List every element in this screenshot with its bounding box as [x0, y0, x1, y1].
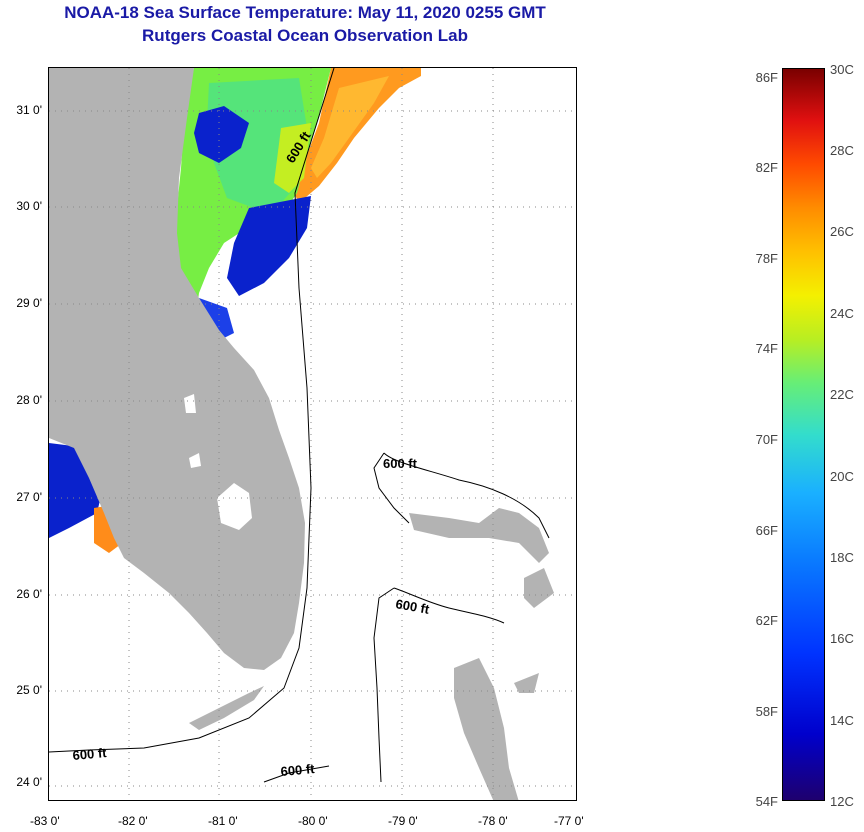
latitude-label: 25 0': [0, 683, 42, 697]
longitude-label: -77 0': [554, 814, 584, 828]
longitude-label: -79 0': [388, 814, 418, 828]
latitude-label: 30 0': [0, 199, 42, 213]
temperature-color-scale: [782, 68, 825, 801]
longitude-label: -78 0': [478, 814, 508, 828]
fahrenheit-tick: 70F: [720, 432, 778, 447]
fahrenheit-tick: 54F: [720, 794, 778, 809]
map-subtitle: Rutgers Coastal Ocean Observation Lab: [0, 26, 610, 46]
latitude-label: 26 0': [0, 587, 42, 601]
celsius-tick: 14C: [830, 713, 854, 728]
contour-label: 600 ft: [280, 761, 316, 779]
fahrenheit-tick: 74F: [720, 341, 778, 356]
contour-label: 600 ft: [394, 596, 431, 617]
celsius-tick: 16C: [830, 631, 854, 646]
longitude-label: -80 0': [298, 814, 328, 828]
celsius-tick: 22C: [830, 387, 854, 402]
fahrenheit-tick: 66F: [720, 523, 778, 538]
celsius-tick: 26C: [830, 224, 854, 239]
celsius-tick: 18C: [830, 550, 854, 565]
longitude-label: -82 0': [118, 814, 148, 828]
fahrenheit-tick: 82F: [720, 160, 778, 175]
celsius-tick: 12C: [830, 794, 854, 809]
latitude-label: 27 0': [0, 490, 42, 504]
contour-label: 600 ft: [72, 745, 108, 763]
sst-map[interactable]: 600 ft 600 ft 600 ft 600 ft 600 ft: [48, 67, 577, 801]
latitude-label: 28 0': [0, 393, 42, 407]
fahrenheit-tick: 58F: [720, 704, 778, 719]
fahrenheit-tick: 86F: [720, 70, 778, 85]
latitude-label: 24 0': [0, 775, 42, 789]
celsius-tick: 20C: [830, 469, 854, 484]
longitude-label: -83 0': [30, 814, 60, 828]
celsius-tick: 24C: [830, 306, 854, 321]
longitude-label: -81 0': [208, 814, 238, 828]
contour-label: 600 ft: [383, 456, 418, 471]
map-canvas: 600 ft 600 ft 600 ft 600 ft 600 ft: [49, 68, 577, 801]
latitude-label: 29 0': [0, 296, 42, 310]
map-title: NOAA-18 Sea Surface Temperature: May 11,…: [0, 3, 610, 23]
fahrenheit-tick: 78F: [720, 251, 778, 266]
celsius-tick: 28C: [830, 143, 854, 158]
celsius-tick: 30C: [830, 62, 854, 77]
latitude-label: 31 0': [0, 103, 42, 117]
fahrenheit-tick: 62F: [720, 613, 778, 628]
